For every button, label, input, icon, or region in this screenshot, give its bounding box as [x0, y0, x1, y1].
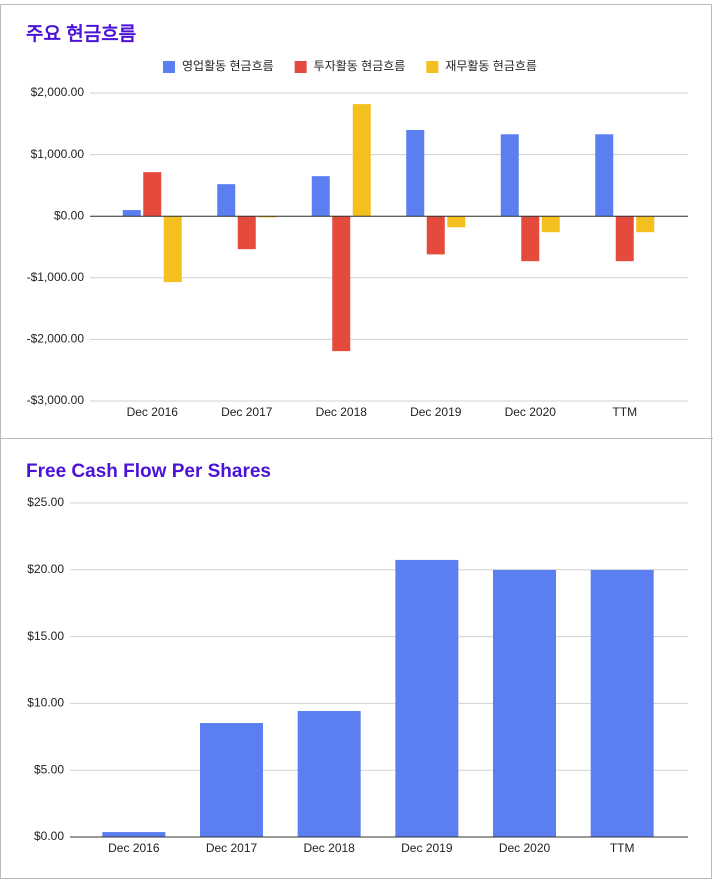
frame — [0, 4, 712, 879]
bar — [258, 216, 277, 218]
x-tick-label: Dec 2020 — [499, 841, 551, 855]
y-tick-label: $15.00 — [27, 629, 64, 643]
bar — [237, 216, 256, 250]
bar — [447, 216, 466, 228]
bar — [595, 134, 614, 217]
x-tick-label: Dec 2018 — [316, 405, 368, 419]
y-tick-label: -$2,000.00 — [27, 332, 85, 346]
y-tick-label: $20.00 — [27, 562, 64, 576]
bar — [311, 176, 330, 217]
bar — [163, 216, 182, 283]
bar — [636, 216, 655, 233]
legend-label: 영업활동 현금흐름 — [182, 59, 274, 73]
bar — [200, 723, 263, 837]
bar — [406, 129, 425, 217]
bar — [541, 216, 560, 233]
legend-swatch — [426, 61, 439, 73]
chart-title: 주요 현금흐름 — [26, 23, 136, 45]
legend-label: 재무활동 현금흐름 — [445, 59, 537, 73]
x-tick-label: Dec 2017 — [221, 405, 273, 419]
bar — [122, 210, 141, 217]
x-tick-label: TTM — [612, 405, 637, 419]
bar — [521, 216, 540, 262]
x-tick-label: Dec 2019 — [410, 405, 462, 419]
bar — [395, 559, 459, 837]
x-tick-label: Dec 2017 — [206, 841, 258, 855]
bar — [426, 216, 445, 255]
y-tick-label: $25.00 — [27, 495, 64, 509]
x-tick-label: Dec 2020 — [505, 405, 557, 419]
legend-swatch — [163, 61, 175, 73]
y-tick-label: $0.00 — [54, 208, 84, 222]
bar — [332, 216, 351, 352]
bar — [217, 184, 236, 217]
y-tick-label: $0.00 — [34, 829, 64, 843]
x-tick-label: Dec 2018 — [303, 841, 355, 855]
bar — [143, 172, 162, 217]
y-tick-label: -$3,000.00 — [27, 393, 85, 407]
legend-label: 투자활동 현금흐름 — [314, 59, 406, 73]
bar — [297, 711, 361, 837]
y-tick-label: $2,000.00 — [31, 85, 85, 99]
x-tick-label: TTM — [610, 841, 635, 855]
bar — [102, 832, 166, 837]
y-tick-label: -$1,000.00 — [27, 270, 85, 284]
y-tick-label: $1,000.00 — [31, 147, 85, 161]
bar — [590, 569, 654, 837]
bar — [500, 134, 519, 217]
bar — [493, 569, 556, 837]
bar — [352, 104, 371, 217]
x-tick-label: Dec 2016 — [108, 841, 160, 855]
x-tick-label: Dec 2019 — [401, 841, 453, 855]
bar — [615, 216, 634, 262]
chart-title: Free Cash Flow Per Shares — [26, 461, 271, 482]
legend-swatch — [294, 61, 307, 73]
y-tick-label: $10.00 — [27, 696, 64, 710]
x-tick-label: Dec 2016 — [127, 405, 179, 419]
y-tick-label: $5.00 — [34, 762, 64, 776]
